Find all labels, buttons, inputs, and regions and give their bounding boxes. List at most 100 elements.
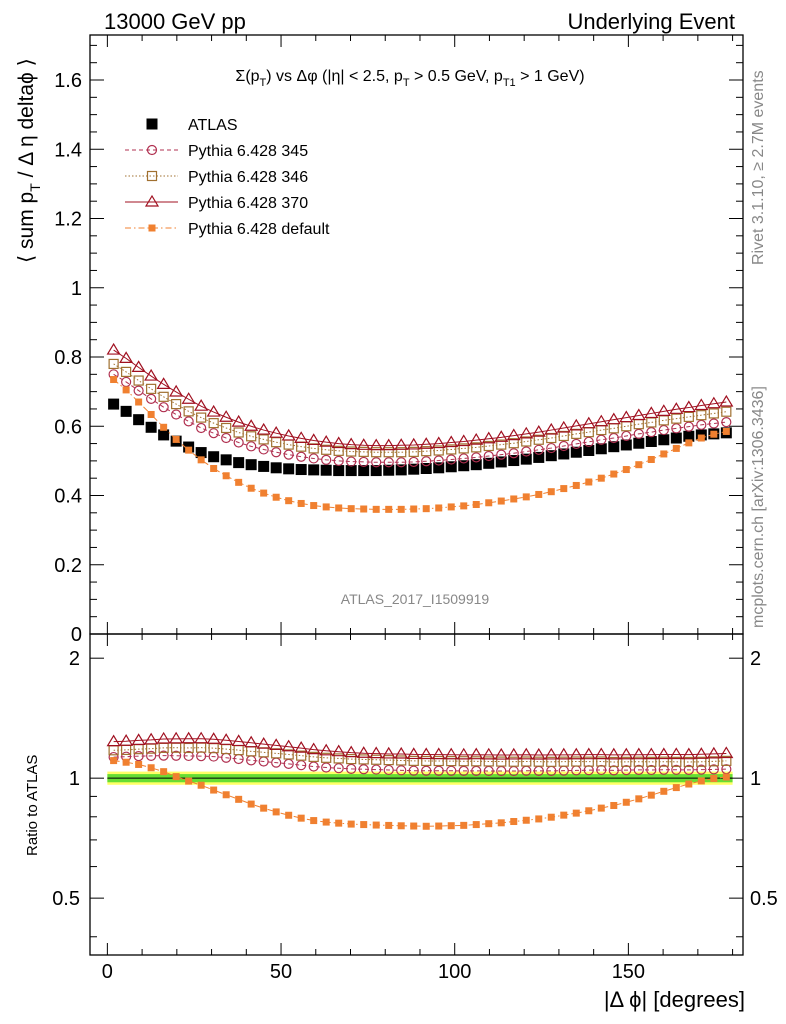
point-atlas	[683, 430, 695, 442]
ratio-point-pythia-346	[608, 756, 619, 768]
point-atlas	[270, 462, 282, 474]
point-pythia-370	[431, 436, 446, 449]
ratio-point-pythia-default	[147, 764, 155, 772]
ratio-plot-frame	[89, 633, 744, 956]
ratio-point-pythia-345	[633, 764, 644, 775]
point-pythia-370	[231, 414, 246, 427]
point-pythia-345	[658, 424, 669, 436]
ratio-point-pythia-370	[406, 747, 421, 760]
legend-marker-pythia-370	[144, 194, 160, 207]
ratio-point-pythia-346	[571, 756, 582, 767]
point-atlas	[145, 421, 157, 433]
ratio-point-pythia-default	[347, 820, 355, 828]
analysis-watermark: ATLAS_2017_I1509919	[341, 591, 490, 607]
point-pythia-346	[433, 445, 444, 456]
rivet-label: Rivet 3.1.10, ≥ 2.7M events	[750, 70, 767, 265]
point-pythia-default	[622, 466, 630, 474]
ratio-point-pythia-370	[219, 733, 234, 745]
ratio-point-pythia-default	[297, 814, 305, 822]
point-pythia-370	[156, 377, 171, 389]
point-pythia-370	[531, 424, 546, 437]
point-pythia-default	[472, 501, 480, 509]
ratio-point-pythia-default	[535, 815, 543, 823]
ratio-point-pythia-370	[306, 742, 321, 755]
ratio-point-pythia-default	[447, 822, 455, 830]
axis-ticks	[90, 35, 743, 955]
point-atlas	[345, 465, 357, 477]
ratio-point-pythia-default	[322, 818, 330, 826]
ratio-point-pythia-default	[522, 816, 530, 824]
point-atlas	[545, 450, 557, 462]
point-pythia-346	[396, 447, 407, 458]
ratio-point-pythia-345	[433, 765, 444, 776]
ratio-point-pythia-345	[333, 763, 344, 774]
point-pythia-370	[194, 399, 209, 411]
ratio-point-pythia-346	[396, 755, 407, 766]
ratio-point-pythia-default	[635, 795, 643, 803]
point-pythia-346	[108, 358, 119, 370]
point-pythia-345	[633, 428, 644, 439]
ratio-point-pythia-default	[285, 811, 293, 819]
point-pythia-default	[672, 444, 680, 452]
ratio-point-pythia-default	[435, 822, 443, 830]
main-y-tick-label: 1.4	[54, 139, 82, 161]
point-pythia-default	[560, 485, 568, 493]
point-pythia-default	[322, 503, 330, 511]
ratio-point-pythia-346	[208, 743, 219, 754]
ratio-point-pythia-346	[433, 755, 444, 767]
point-pythia-345	[608, 432, 619, 444]
ratio-point-pythia-346	[333, 753, 344, 764]
legend-entry-atlas: ATLAS	[146, 117, 238, 134]
point-pythia-default	[135, 398, 143, 406]
point-atlas	[420, 462, 432, 474]
point-pythia-345	[146, 393, 157, 405]
legend-marker-pythia-345	[146, 144, 158, 156]
ratio-point-pythia-345	[383, 764, 394, 776]
point-pythia-default	[685, 439, 693, 447]
ratio-point-pythia-370	[719, 746, 734, 759]
series-pythia-345	[108, 369, 732, 468]
point-pythia-default	[160, 423, 168, 431]
point-pythia-346	[346, 446, 357, 457]
main-title: Σ(pT) vs Δφ (|η| < 2.5, pT > 0.5 GeV, pT…	[235, 68, 584, 89]
point-atlas	[308, 464, 320, 476]
ratio-point-pythia-370	[519, 747, 534, 760]
ratio-point-pythia-370	[644, 747, 659, 760]
ratio-point-pythia-346	[408, 755, 419, 766]
point-atlas	[283, 463, 295, 475]
point-pythia-345	[421, 456, 432, 467]
legend-marker-pythia-default	[148, 224, 156, 232]
point-pythia-default	[397, 505, 405, 513]
series-pythia-370	[106, 342, 734, 451]
ratio-point-pythia-370	[631, 747, 646, 760]
ratio-point-pythia-370	[131, 733, 146, 745]
point-pythia-default	[697, 434, 705, 442]
point-pythia-345	[521, 446, 532, 457]
point-atlas	[245, 459, 257, 471]
ratio-point-pythia-370	[494, 747, 509, 760]
ratio-line-pythia-345	[113, 755, 727, 772]
ratio-point-pythia-default	[560, 811, 568, 819]
point-atlas	[108, 398, 120, 410]
main-y-tick-label: 0.4	[54, 486, 82, 508]
point-pythia-345	[333, 455, 344, 466]
ratio-point-pythia-346	[346, 753, 357, 765]
ratio-line-pythia-346	[113, 747, 727, 763]
point-pythia-370	[606, 412, 621, 425]
ratio-point-pythia-345	[608, 765, 619, 776]
point-pythia-345	[533, 444, 544, 455]
point-atlas	[495, 456, 507, 468]
ratio-point-pythia-370	[444, 747, 459, 760]
point-pythia-370	[331, 436, 346, 449]
ratio-point-pythia-370	[556, 747, 571, 760]
main-y-tick-label: 0	[71, 624, 82, 646]
point-pythia-346	[158, 391, 169, 402]
ratio-point-pythia-default	[385, 821, 393, 829]
point-pythia-370	[281, 428, 296, 441]
point-pythia-346	[508, 438, 519, 449]
ratio-point-pythia-346	[708, 756, 719, 767]
point-pythia-370	[369, 438, 384, 451]
point-pythia-370	[269, 426, 284, 438]
ratio-point-pythia-346	[546, 756, 557, 767]
ratio-point-pythia-346	[446, 756, 457, 767]
